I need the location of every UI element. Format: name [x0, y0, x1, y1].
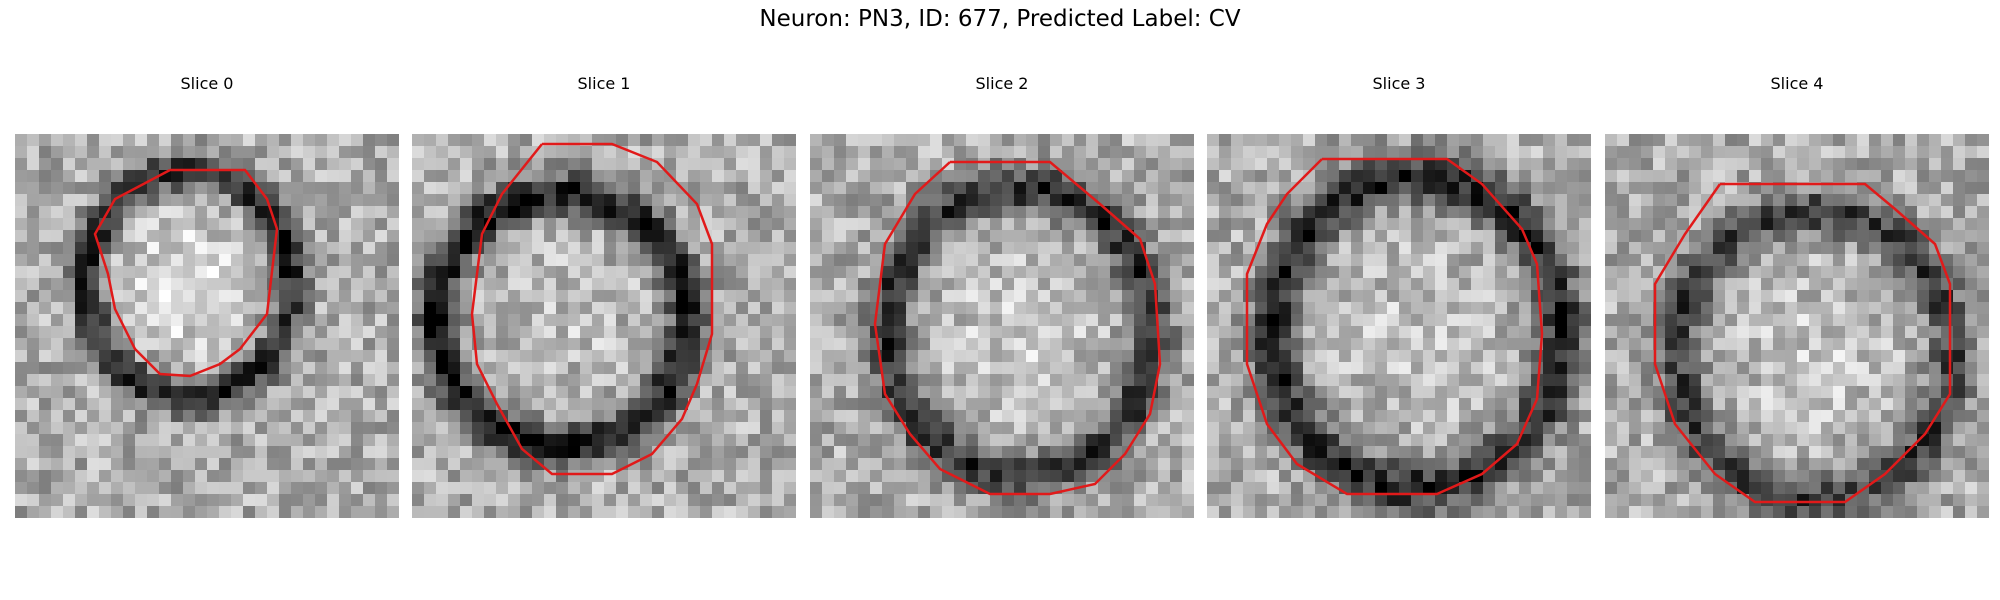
slice-image-0: [15, 134, 399, 518]
slice-contour-2: [873, 160, 1162, 496]
slice-contour-0: [93, 168, 279, 378]
contour-line-2: [873, 160, 1162, 496]
slice-contour-1: [470, 142, 714, 476]
contour-line-0: [93, 168, 279, 378]
contour-line-3: [1245, 157, 1544, 496]
slice-title-1: Slice 1: [577, 74, 631, 93]
slice-image-3: [1207, 134, 1591, 518]
slice-image-1: [412, 134, 796, 518]
slice-title-2: Slice 2: [975, 74, 1029, 93]
contour-line-1: [470, 142, 714, 476]
slice-title-0: Slice 0: [180, 74, 234, 93]
slice-image-4: [1605, 134, 1989, 518]
contour-line-4: [1653, 182, 1952, 504]
slice-contour-3: [1245, 157, 1544, 496]
slice-title-3: Slice 3: [1372, 74, 1426, 93]
figure-title: Neuron: PN3, ID: 677, Predicted Label: C…: [759, 6, 1241, 32]
slice-title-4: Slice 4: [1770, 74, 1824, 93]
slice-image-2: [810, 134, 1194, 518]
slice-contour-4: [1653, 182, 1952, 504]
